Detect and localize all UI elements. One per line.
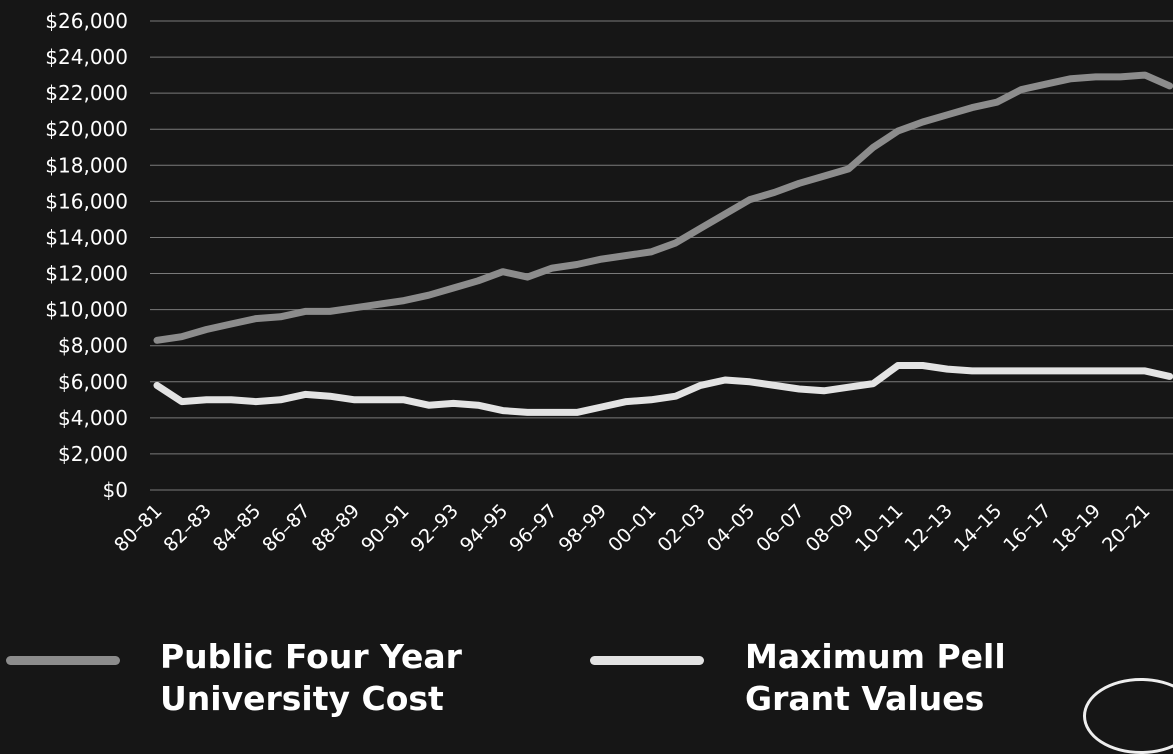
x-axis-ticks: 80–8182–8384–8586–8788–8990–9192–9394–95… (110, 500, 1154, 556)
y-tick-label: $20,000 (45, 117, 128, 141)
x-tick-label: 90–91 (357, 500, 413, 556)
y-tick-label: $16,000 (45, 189, 128, 213)
y-tick-label: $12,000 (45, 262, 128, 286)
x-tick-label: 96–97 (505, 500, 561, 556)
x-tick-label: 04–05 (703, 500, 759, 556)
x-tick-label: 82–83 (159, 500, 215, 556)
x-tick-label: 18–19 (1049, 500, 1105, 556)
x-tick-label: 98–99 (555, 500, 611, 556)
x-tick-label: 88–89 (308, 500, 364, 556)
x-tick-label: 80–81 (110, 500, 166, 556)
y-axis-ticks: $0 $2,000 $4,000 $6,000 $8,000 $10,000 $12,000… (45, 9, 128, 502)
x-tick-label: 94–95 (456, 500, 512, 556)
y-tick-label: $24,000 (45, 45, 128, 69)
legend-label-pell-grant: Maximum Pell Grant Values (745, 637, 1006, 718)
legend-label-public-cost: Public Four Year University Cost (160, 637, 462, 718)
x-tick-label: 08–09 (802, 500, 858, 556)
series-line-public-cost (153, 71, 1173, 344)
legend-swatch-public-cost (6, 656, 120, 665)
x-tick-label: 12–13 (900, 500, 956, 556)
y-tick-label: $26,000 (45, 9, 128, 33)
x-tick-label: 14–15 (950, 500, 1006, 556)
y-tick-label: $2,000 (58, 442, 128, 466)
x-tick-label: 86–87 (258, 500, 314, 556)
series-line-pell-grant (153, 362, 1173, 416)
y-tick-label: $6,000 (58, 370, 128, 394)
x-tick-label: 16–17 (999, 500, 1055, 556)
y-tick-label: $14,000 (45, 225, 128, 249)
y-tick-label: $22,000 (45, 81, 128, 105)
x-tick-label: 84–85 (209, 500, 265, 556)
y-tick-label: $0 (103, 478, 128, 502)
y-tick-label: $8,000 (58, 334, 128, 358)
x-tick-label: 10–11 (851, 500, 907, 556)
x-tick-label: 92–93 (406, 500, 462, 556)
y-tick-label: $18,000 (45, 153, 128, 177)
legend-swatch-pell-grant (590, 656, 704, 665)
x-tick-label: 06–07 (752, 500, 808, 556)
y-tick-label: $10,000 (45, 298, 128, 322)
x-tick-label: 20–21 (1098, 500, 1154, 556)
x-tick-label: 00–01 (604, 500, 660, 556)
series-lines (153, 71, 1173, 416)
y-tick-label: $4,000 (58, 406, 128, 430)
x-tick-label: 02–03 (653, 500, 709, 556)
line-chart: $0 $2,000 $4,000 $6,000 $8,000 $10,000 $12,000… (45, 9, 1173, 556)
